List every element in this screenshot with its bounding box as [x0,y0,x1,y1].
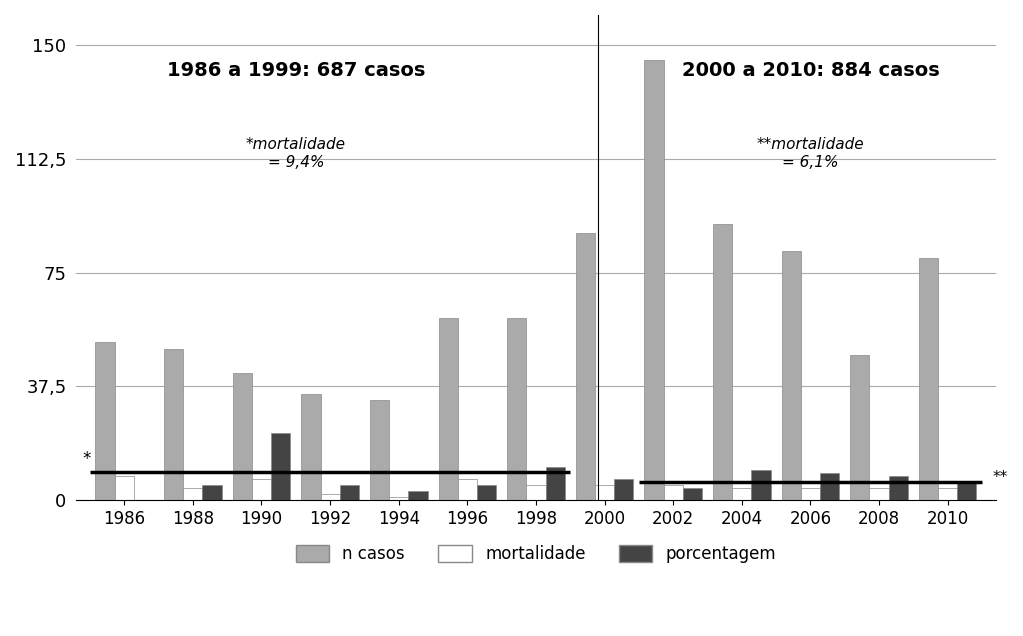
Bar [477,485,496,500]
Text: 1986 a 1999: 687 casos: 1986 a 1999: 687 casos [167,60,425,80]
Text: *mortalidade
= 9,4%: *mortalidade = 9,4% [246,137,346,170]
Text: **: ** [992,470,1008,485]
Bar [938,488,958,500]
Bar [115,476,134,500]
Bar [507,318,527,500]
Legend: n casos, mortalidade, porcentagem: n casos, mortalidade, porcentagem [290,538,783,569]
Bar [732,488,752,500]
Bar [527,485,545,500]
Bar [713,225,732,500]
Bar [95,342,115,500]
Text: 2000 a 2010: 884 casos: 2000 a 2010: 884 casos [681,60,939,80]
Bar [752,470,770,500]
Bar [576,233,595,500]
Bar [595,485,614,500]
Bar [271,433,291,500]
Bar [408,491,428,500]
Bar [850,354,870,500]
Bar [203,485,222,500]
Bar [183,488,203,500]
Bar [340,485,359,500]
Bar [801,488,820,500]
Bar [389,497,408,500]
Bar [302,394,320,500]
Bar [545,467,565,500]
Bar [252,479,271,500]
Text: **mortalidade
= 6,1%: **mortalidade = 6,1% [757,137,864,170]
Bar [664,485,682,500]
Bar [457,479,477,500]
Bar [644,60,664,500]
Bar [870,488,889,500]
Bar [164,349,183,500]
Bar [919,258,938,500]
Bar [320,494,340,500]
Bar [370,400,389,500]
Bar [232,373,252,500]
Text: *: * [82,450,91,468]
Bar [614,479,633,500]
Bar [820,473,839,500]
Bar [682,488,702,500]
Bar [439,318,457,500]
Bar [889,476,907,500]
Bar [782,251,801,500]
Bar [958,482,977,500]
